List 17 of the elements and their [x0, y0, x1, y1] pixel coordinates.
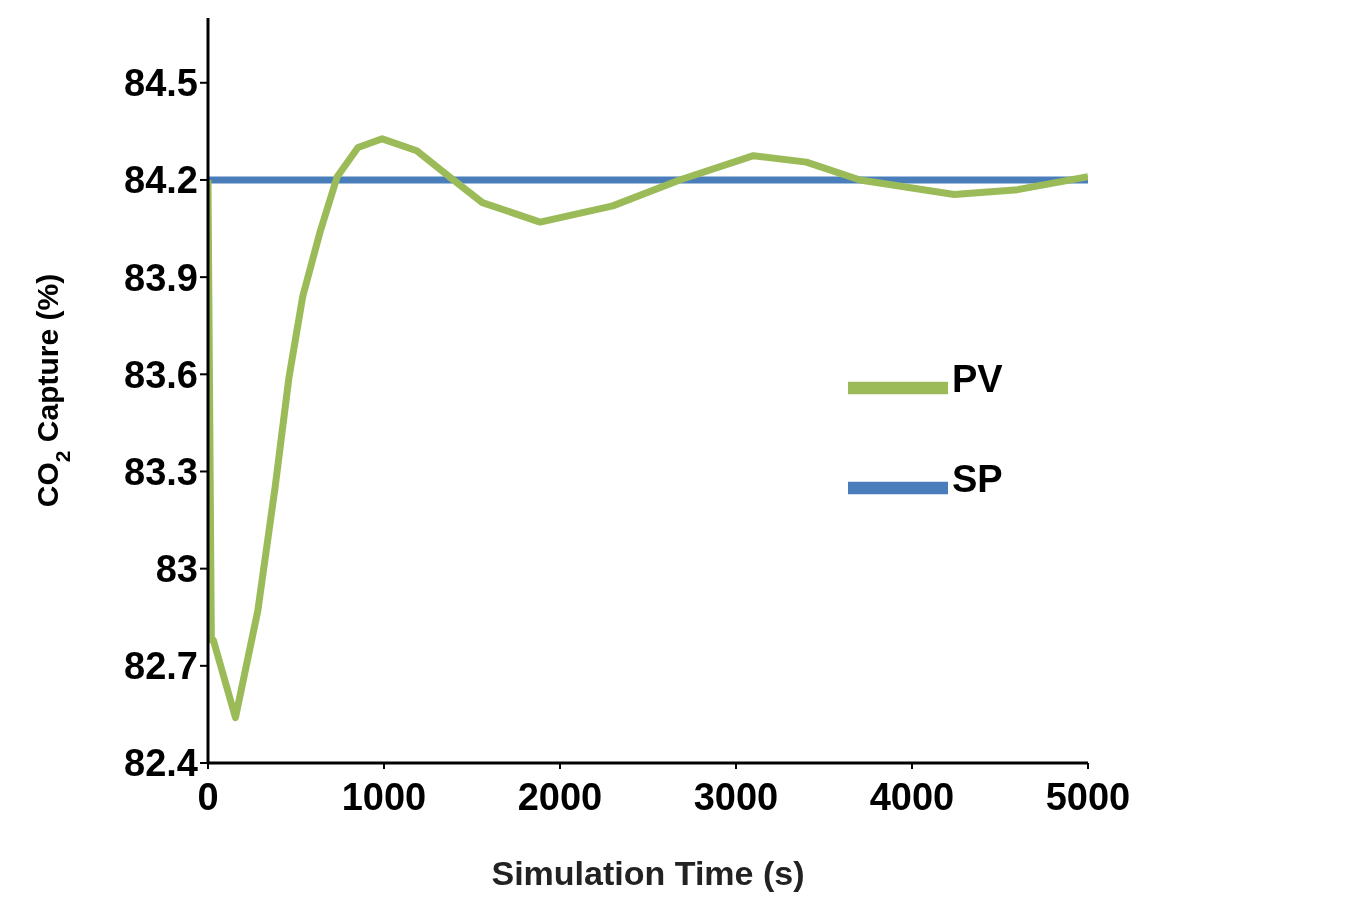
x-tick-label: 4000 — [869, 775, 955, 818]
legend-label: SP — [952, 458, 1003, 501]
y-tick-label: 82.4 — [124, 742, 198, 785]
x-tick-label: 1000 — [341, 775, 427, 818]
y-tick-label: 84.5 — [124, 62, 198, 105]
x-axis-title: Simulation Time (s) — [491, 854, 805, 892]
x-tick-label: 0 — [197, 775, 219, 818]
x-tick-label: 2000 — [517, 775, 603, 818]
y-tick-label: 84.2 — [124, 159, 198, 202]
y-tick-label: 83.6 — [124, 353, 198, 396]
y-tick-label: 83.3 — [124, 450, 198, 493]
x-tick-label: 3000 — [693, 775, 779, 818]
legend-label: PV — [952, 358, 1003, 401]
y-tick-label: 83.9 — [124, 256, 198, 299]
x-tick-label: 5000 — [1045, 775, 1131, 818]
y-tick-label: 83 — [155, 548, 198, 591]
y-tick-label: 82.7 — [124, 645, 198, 688]
